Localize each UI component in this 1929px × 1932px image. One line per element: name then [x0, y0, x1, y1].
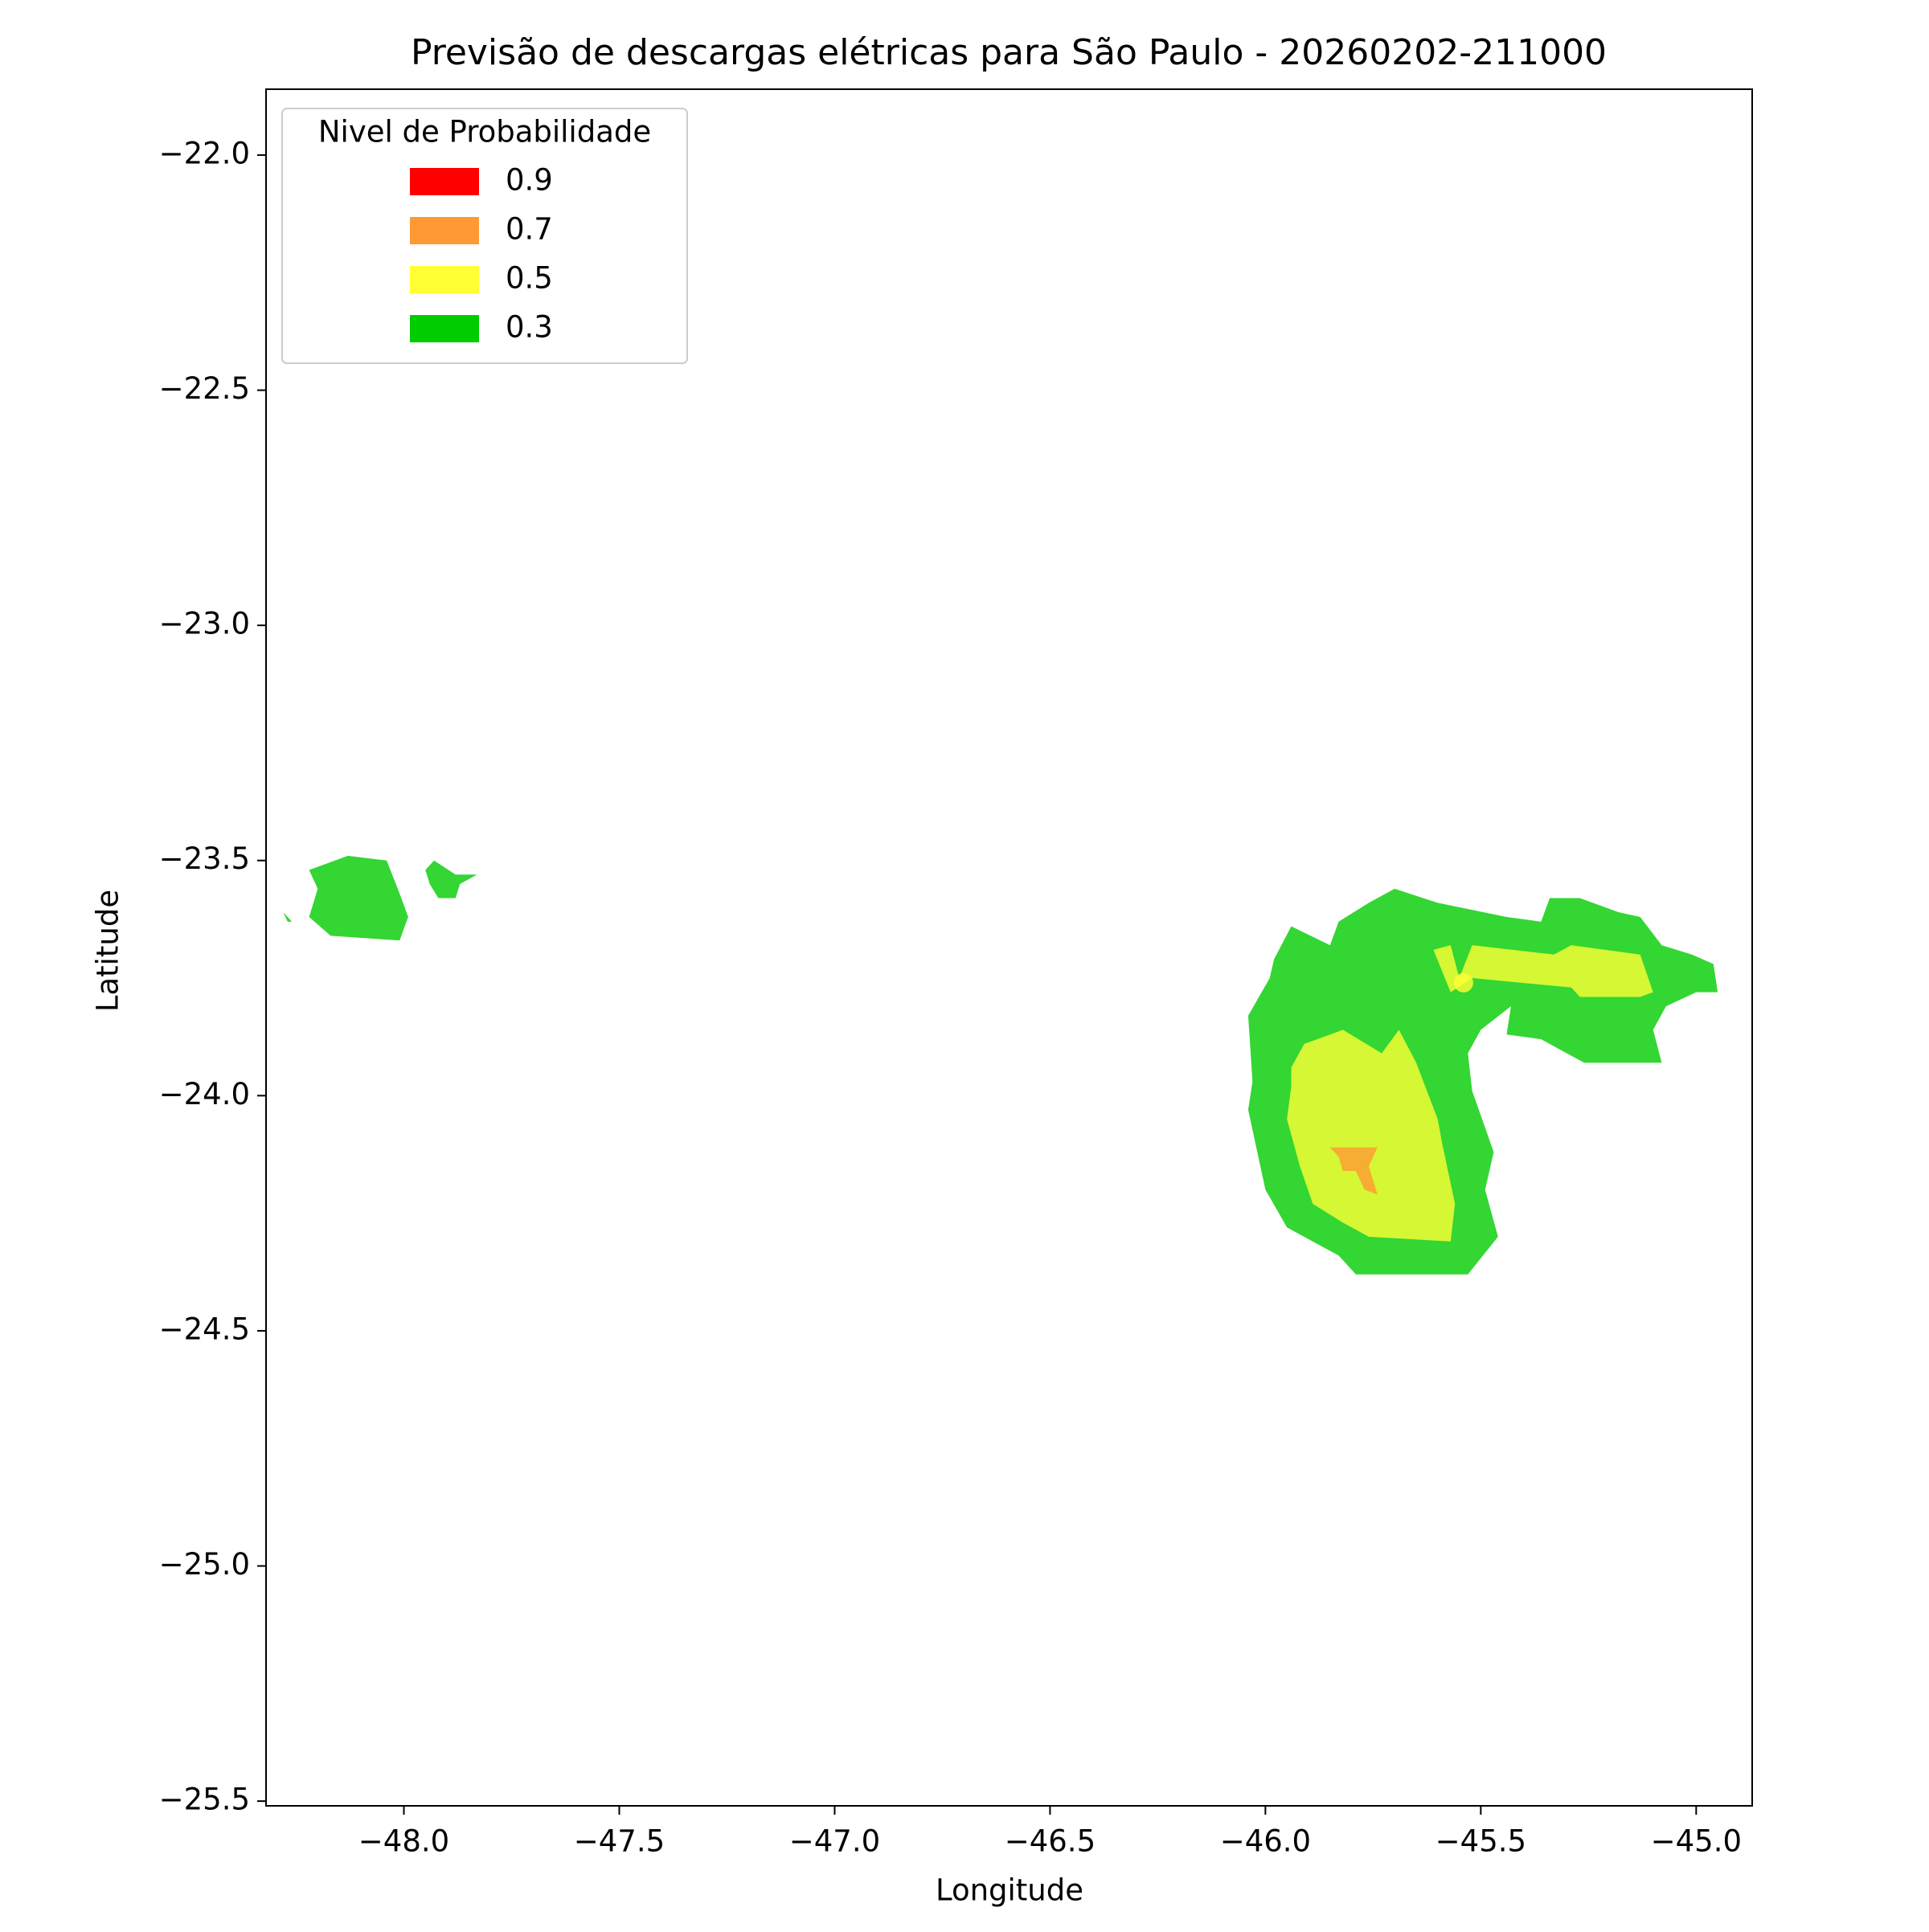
y-tick-label: −23.5 [159, 841, 250, 876]
contour-region [1329, 1147, 1378, 1195]
contour-region [274, 893, 293, 922]
y-axis-label: Latitude [91, 890, 125, 1012]
x-axis-label: Longitude [936, 1873, 1083, 1908]
legend-swatch [410, 168, 479, 195]
x-tick-label: −48.0 [358, 1824, 449, 1859]
x-tick-label: −45.5 [1435, 1824, 1526, 1859]
y-tick-label: −25.0 [159, 1547, 250, 1582]
axes-frame [265, 88, 1753, 1807]
x-tick-label: −47.0 [789, 1824, 880, 1859]
legend-box [281, 108, 688, 364]
x-tick-label: −46.5 [1005, 1824, 1096, 1859]
y-tick-label: −25.5 [159, 1783, 250, 1817]
contour-region [1287, 1029, 1456, 1242]
y-tick-label: −22.0 [159, 136, 250, 170]
contour-region [309, 855, 408, 941]
legend-swatch [410, 315, 479, 342]
legend-label: 0.5 [506, 261, 553, 296]
legend-label: 0.9 [506, 163, 553, 198]
legend-label: 0.3 [506, 310, 553, 345]
chart-title: Previsão de descargas elétricas para São… [411, 32, 1607, 73]
y-tick-label: −22.5 [159, 371, 250, 406]
legend: Nivel de Probabilidade 0.9 0.7 0.5 0.3 [281, 108, 688, 364]
contour-point [1453, 972, 1473, 993]
y-tick-label: −24.5 [159, 1312, 250, 1346]
legend-title: Nivel de Probabilidade [318, 115, 651, 149]
x-tick-label: −47.5 [574, 1824, 665, 1859]
legend-swatch [410, 217, 479, 244]
x-tick-label: −46.0 [1220, 1824, 1311, 1859]
contour-region [1433, 945, 1653, 997]
y-tick-label: −23.0 [159, 607, 250, 641]
contour-region [425, 860, 477, 898]
legend-swatch [410, 266, 479, 293]
legend-label: 0.7 [506, 212, 553, 247]
plot-area [274, 855, 1718, 1275]
x-tick-label: −45.0 [1651, 1824, 1742, 1859]
y-tick-label: −24.0 [159, 1077, 250, 1111]
